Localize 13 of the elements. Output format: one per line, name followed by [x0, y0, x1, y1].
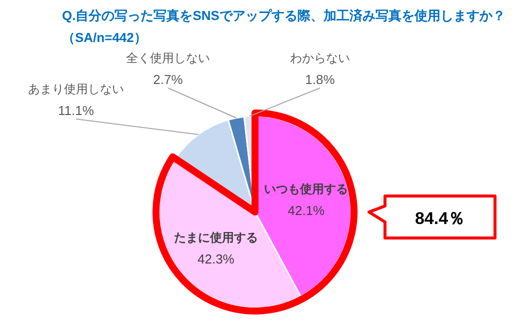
text: 84.4％ [414, 209, 466, 228]
data-label: 2.7% [153, 72, 184, 87]
chart-title: Q.自分の写った写真をSNSでアップする際、加工済み写真を使用しますか？ [62, 8, 506, 23]
data-label: 11.1% [58, 103, 94, 118]
data-label: 42.1% [288, 203, 326, 218]
slice-label: 全く使用しない [126, 51, 210, 65]
slice-label: あまり使用しない [28, 82, 124, 96]
slice-label: いつも使用する [264, 182, 348, 196]
slice-label: わからない [290, 51, 350, 65]
data-label: 1.8% [305, 72, 336, 87]
data-label: 42.3% [198, 252, 235, 267]
slice-label: たまに使用する [174, 230, 258, 245]
chart-subtitle: （SA/n=442） [62, 30, 147, 45]
